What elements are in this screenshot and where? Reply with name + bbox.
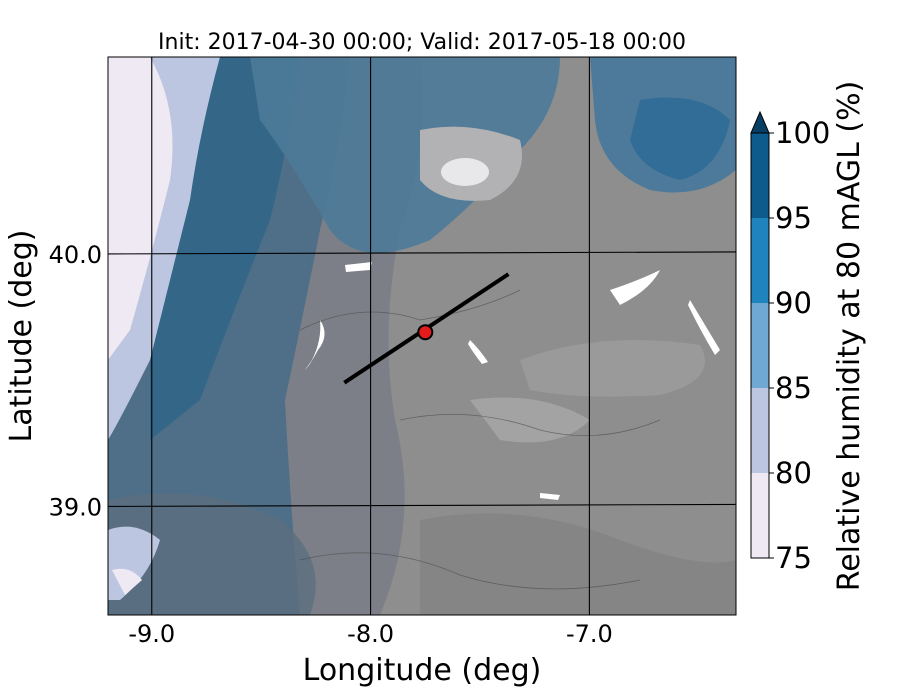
x-tick-label: -8.0: [347, 620, 394, 648]
site-marker: [417, 324, 434, 341]
contour-line: [299, 289, 521, 331]
colorbar-extend-arrow: [750, 110, 770, 134]
x-ticks: -9.0 -8.0 -7.0: [128, 620, 612, 648]
terrain-mask: [688, 300, 720, 355]
map-area: [108, 57, 736, 615]
plot-title: Init: 2017-04-30 00:00; Valid: 2017-05-1…: [158, 30, 686, 55]
terrain-mask: [468, 340, 488, 364]
colorbar-ticks: 75 80 85 90 95 100: [769, 116, 830, 575]
terrain-mask: [305, 320, 325, 370]
colorbar-bands: [751, 133, 769, 558]
dry-patch-central: [470, 397, 590, 443]
terrain-mask: [540, 493, 560, 500]
y-ticks: 40.0 39.0: [49, 241, 102, 521]
colorbar-tick-label: 85: [775, 371, 812, 405]
colorbar: 75 80 85 90 95 100 Relative humidity at 80 mA…: [750, 81, 867, 592]
colorbar-tick-label: 100: [775, 116, 830, 150]
colorbar-tick-label: 80: [775, 456, 812, 490]
graticule: [108, 57, 736, 615]
dry-zone-south: [420, 513, 736, 615]
contour-line: [399, 413, 661, 436]
colorbar-band: [751, 133, 769, 218]
ocean-zone: [108, 57, 173, 360]
humidity-zone-north: [250, 57, 560, 253]
map-frame: [107, 56, 737, 616]
x-tick-label: -9.0: [128, 620, 175, 648]
estuary-patch: [112, 568, 142, 595]
dry-patch-peak: [441, 158, 489, 186]
y-tick-label: 39.0: [49, 493, 102, 521]
humidity-zone-northeast-core: [630, 97, 730, 180]
contour-line: [299, 552, 641, 590]
colorbar-tick-label: 90: [775, 286, 812, 320]
colorbar-band: [751, 473, 769, 558]
y-axis-label: Latitude (deg): [4, 230, 39, 443]
parallel-line: [108, 503, 736, 507]
humidity-zone-south: [108, 493, 316, 615]
colorbar-band: [751, 303, 769, 388]
colorbar-band: [751, 218, 769, 303]
dry-patch-east: [520, 340, 705, 397]
x-tick-label: -7.0: [566, 620, 613, 648]
terrain-mask: [610, 270, 660, 305]
x-axis-label: Longitude (deg): [303, 653, 542, 688]
colorbar-frame: [750, 132, 770, 559]
terrain-mask: [345, 262, 372, 272]
colorbar-label: Relative humidity at 80 mAGL (%): [832, 81, 867, 592]
parallel-line: [108, 251, 736, 255]
colorbar-tick-label: 95: [775, 201, 812, 235]
y-tick-label: 40.0: [49, 241, 102, 269]
colorbar-band: [751, 388, 769, 473]
colorbar-tick-label: 75: [775, 541, 812, 575]
